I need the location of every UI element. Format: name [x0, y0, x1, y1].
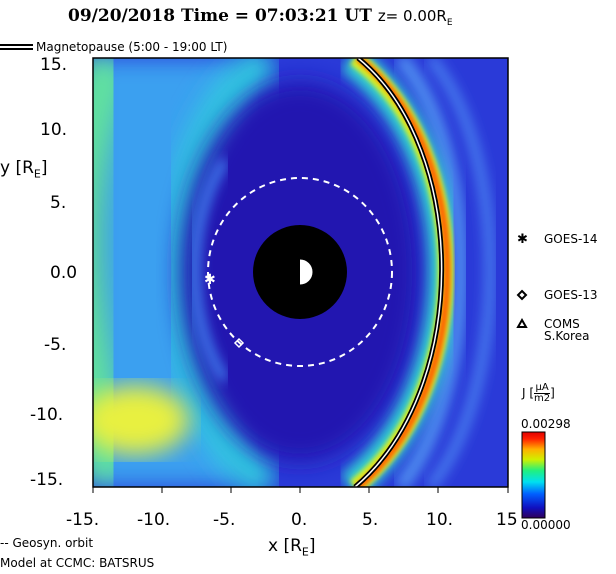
heatmap: ✱: [93, 58, 508, 487]
axis-ticks: [92, 487, 509, 493]
goes14-marker: ✱: [204, 272, 216, 288]
goes13-legend-icon: [516, 289, 528, 301]
x-tick: -10.: [137, 510, 171, 530]
x-axis-label: x [RE]: [268, 536, 316, 559]
x-tick: 15: [496, 510, 518, 530]
colorbar-min: 0.00000: [521, 518, 571, 532]
y-tick: -15.: [30, 470, 64, 490]
x-tick: -5.: [213, 510, 236, 530]
x-tick: 0.: [291, 510, 308, 530]
goes13-marker: [233, 337, 245, 349]
x-tick: 10.: [426, 510, 454, 530]
geosyn-legend: -- Geosyn. orbit: [0, 536, 94, 550]
y-tick: -5.: [44, 335, 67, 355]
geosyn-orbit: [207, 177, 393, 367]
x-tick: 5.: [362, 510, 379, 530]
colorbar-label: J [μA m2]: [522, 382, 555, 404]
plot-title: 09/20/2018 Time = 07:03:21 UT z= 0.00RE: [68, 6, 453, 28]
y-tick: -10.: [30, 405, 64, 425]
model-label: Model at CCMC: BATSRUS: [0, 556, 155, 570]
colorbar-max: 0.00298: [521, 417, 571, 431]
colorbar: [521, 431, 546, 519]
goes14-label: GOES-14: [544, 232, 598, 246]
y-axis-label: y [RE]: [0, 158, 48, 181]
y-tick: 10.: [40, 120, 68, 140]
goes13-label: GOES-13: [544, 288, 598, 302]
y-tick: 0.0: [50, 263, 78, 283]
x-tick: -15.: [66, 510, 100, 530]
y-tick: 15.: [40, 55, 68, 75]
coms-label: COMS S.Korea: [544, 317, 590, 343]
coms-legend-icon: [516, 317, 528, 328]
goes14-legend-icon: ✱: [517, 232, 528, 247]
magnetopause-legend: Magnetopause (5:00 - 19:00 LT): [36, 40, 228, 54]
y-tick: 5.: [50, 193, 67, 213]
